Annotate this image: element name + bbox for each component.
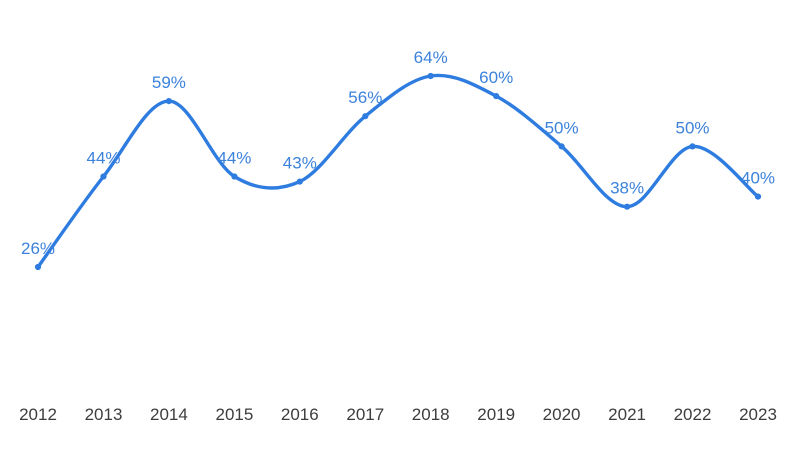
x-axis-label-2021: 2021 — [608, 405, 646, 424]
data-point-2013 — [100, 173, 107, 180]
data-point-2022 — [689, 143, 696, 150]
value-label-2019: 60% — [479, 68, 513, 87]
value-label-2015: 44% — [217, 149, 251, 168]
value-label-2018: 64% — [414, 48, 448, 67]
value-label-2013: 44% — [86, 149, 120, 168]
value-label-2014: 59% — [152, 73, 186, 92]
x-axis-label-2023: 2023 — [739, 405, 777, 424]
data-point-2018 — [427, 72, 434, 80]
value-label-2017: 56% — [348, 88, 382, 107]
x-axis-label-2020: 2020 — [543, 405, 581, 424]
trend-line — [36, 73, 760, 269]
value-label-2016: 43% — [283, 154, 317, 173]
data-point-2016 — [296, 178, 303, 185]
data-point-2012 — [34, 263, 42, 271]
x-axis-label-2014: 2014 — [150, 405, 188, 424]
x-axis-label-2012: 2012 — [19, 405, 57, 424]
data-point-2023 — [754, 193, 762, 200]
value-label-2012: 26% — [21, 239, 55, 258]
data-point-2021 — [624, 203, 631, 210]
data-point-2014 — [165, 98, 172, 105]
x-axis-label-2022: 2022 — [674, 405, 712, 424]
value-label-2022: 50% — [675, 118, 709, 137]
x-axis-label-2016: 2016 — [281, 405, 319, 424]
value-label-2021: 38% — [610, 179, 644, 198]
x-axis-label-2013: 2013 — [85, 405, 123, 424]
x-axis-label-2019: 2019 — [477, 405, 515, 424]
data-point-2019 — [493, 93, 500, 100]
x-axis-label-2018: 2018 — [412, 405, 450, 424]
data-point-2020 — [558, 143, 565, 150]
data-point-2015 — [231, 173, 238, 180]
data-point-2017 — [362, 113, 369, 120]
value-label-2023: 40% — [741, 169, 775, 188]
value-label-2020: 50% — [545, 118, 579, 137]
x-axis-label-2017: 2017 — [346, 405, 384, 424]
x-axis-label-2015: 2015 — [215, 405, 253, 424]
